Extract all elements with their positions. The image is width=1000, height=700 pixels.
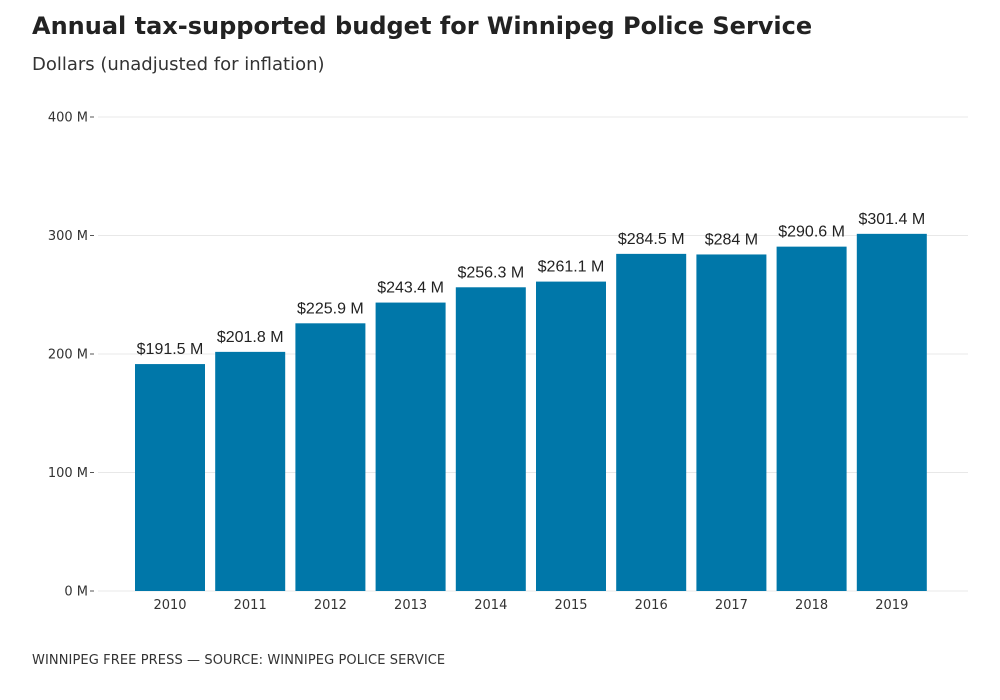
bar-value-label: $201.8 M — [217, 329, 284, 346]
x-tick-label: 2017 — [715, 598, 748, 613]
bar — [536, 281, 606, 591]
bar — [295, 323, 366, 591]
x-tick-label: 2011 — [234, 598, 267, 613]
x-tick-label: 2012 — [314, 598, 347, 613]
bar — [135, 364, 205, 591]
chart-subtitle: Dollars (unadjusted for inflation) — [32, 54, 325, 75]
y-tick-label: 300 M — [48, 229, 88, 244]
y-tick-label: 400 M — [48, 111, 88, 126]
bar-value-label: $284.5 M — [618, 231, 685, 248]
y-tick-label: 100 M — [48, 466, 88, 481]
data-labels: $191.5 M $201.8 M $225.9 M $243.4 M $256.3 M… — [137, 211, 926, 358]
bar-value-label: $243.4 M — [377, 280, 444, 297]
bars — [135, 233, 927, 591]
x-tick-label: 2016 — [635, 598, 668, 613]
x-tick-label: 2010 — [153, 598, 186, 613]
x-tick-label: 2014 — [474, 598, 507, 613]
x-tick-label: 2013 — [394, 598, 427, 613]
bar — [215, 351, 286, 591]
chart-title: Annual tax-supported budget for Winnipeg… — [32, 12, 813, 40]
bar-value-label: $301.4 M — [858, 211, 925, 228]
y-tick-label: 200 M — [48, 348, 88, 363]
x-tick-label: 2019 — [875, 598, 908, 613]
bar-value-label: $261.1 M — [538, 259, 605, 276]
bar — [776, 246, 847, 591]
y-tick-label: 0 M — [64, 585, 88, 600]
x-tick-label: 2018 — [795, 598, 828, 613]
y-axis: 0 M 100 M 200 M 300 M 400 M — [48, 111, 94, 600]
bar — [375, 302, 446, 591]
bar-value-label: $225.9 M — [297, 300, 364, 317]
bar-value-label: $191.5 M — [137, 341, 204, 358]
bar — [616, 253, 687, 591]
x-axis: 2010 2011 2012 2013 2014 2015 2016 2017 2018 2019 — [153, 598, 908, 613]
bar — [696, 254, 767, 591]
bar-value-label: $290.6 M — [778, 224, 845, 241]
x-tick-label: 2015 — [554, 598, 587, 613]
source-credit: WINNIPEG FREE PRESS — SOURCE: WINNIPEG P… — [32, 653, 446, 668]
bar-value-label: $256.3 M — [457, 264, 524, 281]
bar — [455, 287, 526, 591]
bar — [856, 233, 927, 591]
bar-value-label: $284 M — [705, 231, 758, 248]
